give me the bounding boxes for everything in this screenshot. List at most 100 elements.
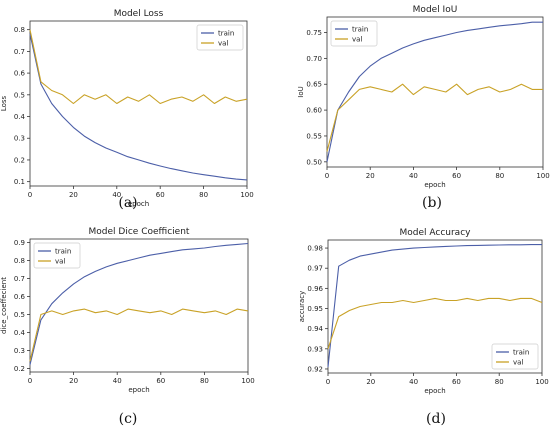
loss-plot-frame [29, 20, 248, 187]
loss-ytick-label: 0.7 [14, 48, 25, 56]
dice-ylabel: dice_coeffecient [0, 277, 8, 334]
accuracy-ylabel: accuracy [298, 291, 306, 323]
caption-a: (a) [118, 195, 137, 211]
accuracy-xtick-label: 100 [535, 378, 548, 386]
accuracy-ytick-label: 0.97 [307, 265, 323, 273]
accuracy-xtick-label: 80 [495, 378, 504, 386]
loss-xtick-label: 100 [240, 191, 253, 199]
iou-ytick-label: 0.60 [306, 107, 322, 115]
loss-ytick-label: 0.5 [14, 91, 25, 99]
caption-d: (d) [426, 411, 446, 427]
dice-title: Model Dice Coefficient [89, 227, 190, 237]
accuracy-xtick-label: 60 [452, 378, 461, 386]
chart-accuracy: Model Accuracy 0 20 40 60 80 100 0.92 0.93 0.94 0.… [298, 228, 549, 395]
dice-xtick-label: 0 [28, 377, 32, 385]
iou-xtick-label: 80 [495, 172, 504, 180]
loss-legend-label-train: train [218, 30, 234, 38]
dice-xlabel: epoch [128, 386, 149, 394]
caption-b: (b) [422, 195, 442, 211]
dice-ytick-label: 0.7 [14, 275, 25, 283]
dice-series-train [29, 242, 249, 365]
loss-series-val [29, 29, 248, 105]
dice-xtick-label: 20 [69, 377, 78, 385]
loss-ytick-label: 0.6 [14, 70, 26, 78]
chart-iou: Model IoU 0 20 40 60 80 100 0.50 0.55 0.60 0.65 0.7… [297, 5, 550, 189]
dice-ytick-label: 0.2 [14, 365, 25, 373]
accuracy-series-train [327, 244, 542, 368]
iou-xtick-label: 0 [325, 172, 329, 180]
iou-xtick-label: 20 [366, 172, 375, 180]
accuracy-series-val [327, 297, 543, 349]
loss-ytick-label: 0.2 [14, 156, 25, 164]
accuracy-ytick-label: 0.95 [307, 305, 323, 313]
dice-xtick-label: 60 [156, 377, 165, 385]
iou-ytick-label: 0.55 [306, 132, 322, 140]
iou-title: Model IoU [413, 5, 458, 15]
accuracy-legend: train val [491, 343, 539, 370]
iou-legend: train val [330, 20, 378, 47]
loss-xtick-label: 0 [28, 191, 32, 199]
iou-xtick-label: 40 [409, 172, 418, 180]
loss-series-train [29, 33, 248, 181]
iou-ytick-label: 0.65 [306, 81, 322, 89]
iou-ylabel: IoU [297, 86, 305, 97]
accuracy-ytick-label: 0.96 [307, 285, 323, 293]
iou-legend-label-train: train [352, 26, 368, 34]
iou-series-val [326, 83, 543, 152]
dice-ytick-label: 0.5 [14, 311, 25, 319]
loss-legend-label-val: val [218, 40, 228, 48]
dice-legend-label-val: val [55, 258, 65, 266]
accuracy-legend-label-train: train [513, 349, 529, 357]
accuracy-xtick-label: 40 [409, 378, 418, 386]
loss-ytick-label: 0.1 [14, 178, 25, 186]
dice-xtick-label: 80 [200, 377, 209, 385]
loss-ytick-label: 0.3 [14, 135, 25, 143]
accuracy-plot-frame [327, 239, 543, 374]
accuracy-ytick-label: 0.92 [307, 365, 323, 373]
accuracy-xtick-label: 20 [366, 378, 375, 386]
loss-xlabel: epoch [128, 200, 149, 208]
iou-ytick-label: 0.50 [306, 158, 322, 166]
iou-plot-frame [326, 16, 544, 168]
iou-xlabel: epoch [424, 181, 445, 189]
dice-ytick-label: 0.6 [14, 293, 26, 301]
accuracy-legend-label-val: val [513, 359, 523, 367]
dice-legend: train val [33, 242, 81, 269]
accuracy-title: Model Accuracy [400, 228, 472, 238]
dice-xtick-label: 100 [241, 377, 254, 385]
iou-series-train [326, 21, 543, 162]
accuracy-ytick-label: 0.98 [307, 245, 323, 253]
caption-c: (c) [119, 411, 138, 427]
loss-xtick-label: 60 [156, 191, 165, 199]
dice-xtick-label: 40 [113, 377, 122, 385]
accuracy-xtick-label: 0 [326, 378, 330, 386]
loss-xtick-label: 40 [112, 191, 121, 199]
dice-ytick-label: 0.9 [14, 239, 25, 247]
dice-ytick-label: 0.4 [14, 329, 26, 337]
loss-title: Model Loss [114, 9, 164, 19]
loss-ytick-label: 0.8 [14, 26, 25, 34]
dice-plot-frame [29, 238, 249, 373]
loss-ylabel: Loss [0, 95, 8, 111]
chart-dice: Model Dice Coefficient 0 20 40 60 80 100 0.2 0.3… [0, 227, 255, 394]
accuracy-legend-box [491, 343, 539, 370]
dice-series-val [29, 308, 249, 362]
loss-ytick-label: 0.4 [14, 113, 26, 121]
iou-legend-label-val: val [352, 36, 362, 44]
accuracy-xlabel: epoch [424, 387, 445, 395]
dice-legend-label-train: train [55, 248, 71, 256]
loss-xtick-label: 20 [69, 191, 78, 199]
dice-legend-box [33, 242, 81, 269]
iou-ytick-label: 0.75 [306, 29, 322, 37]
loss-legend: train val [196, 24, 244, 51]
loss-xtick-label: 80 [199, 191, 208, 199]
iou-legend-box [330, 20, 378, 47]
loss-legend-box [196, 24, 244, 51]
chart-loss: Model Loss 0 20 40 60 80 100 0.1 0.2 0.3 0.4 0.5 0.6… [0, 9, 254, 208]
dice-ytick-label: 0.8 [14, 257, 25, 265]
iou-xtick-label: 60 [452, 172, 461, 180]
accuracy-ytick-label: 0.93 [307, 345, 323, 353]
iou-ytick-label: 0.70 [306, 55, 322, 63]
iou-xtick-label: 100 [536, 172, 549, 180]
